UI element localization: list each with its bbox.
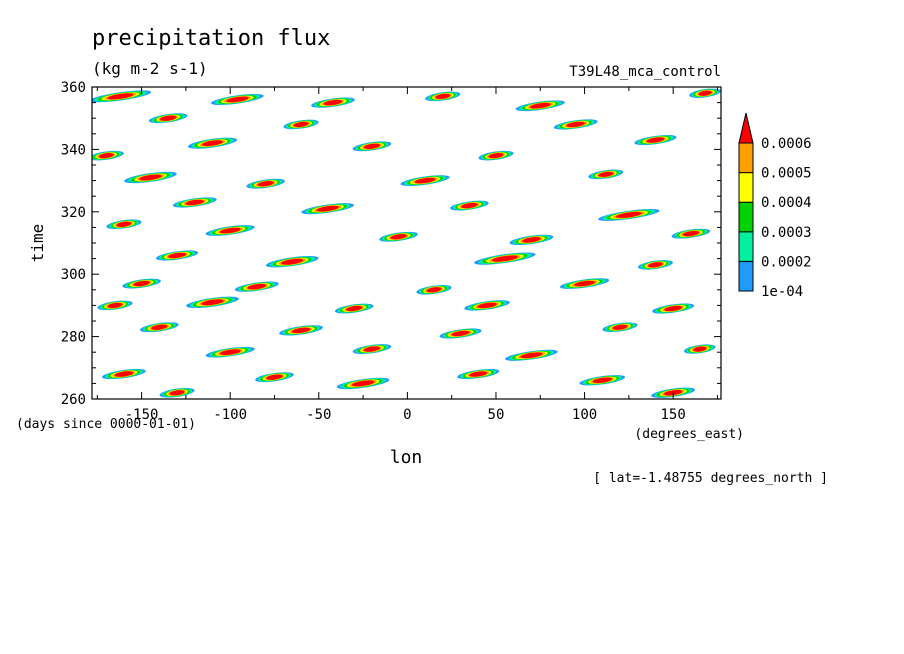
precip-band	[169, 390, 185, 396]
precip-band	[346, 305, 363, 312]
colorbar-swatch	[738, 231, 754, 262]
colorbar-label: 0.0004	[761, 195, 812, 211]
precip-band	[151, 324, 168, 330]
precip-band	[390, 234, 407, 240]
x-axis-units: (degrees_east)	[634, 427, 744, 442]
precip-band	[257, 181, 274, 187]
precip-band	[139, 174, 162, 181]
precip-band	[363, 346, 381, 352]
precip-band	[477, 302, 497, 309]
precip-band	[247, 283, 266, 290]
x-tick-label: 150	[661, 407, 686, 423]
colorbar-label: 0.0006	[761, 136, 812, 152]
colorbar-swatch	[738, 142, 754, 174]
x-axis-ticks: -150 -100 -50 0 50 100 150	[96, 87, 718, 423]
precip-band	[598, 171, 614, 177]
precip-band	[185, 199, 204, 206]
y-tick-label: 360	[61, 80, 86, 96]
precip-band	[469, 371, 488, 377]
precip-band	[648, 262, 663, 268]
precip-band	[435, 93, 451, 99]
precip-band	[491, 255, 518, 262]
precip-band	[698, 90, 712, 96]
y-tick-label: 300	[61, 267, 86, 283]
precip-band	[529, 102, 551, 109]
y-tick-label: 340	[61, 142, 86, 158]
plot-area	[92, 87, 721, 399]
precip-band	[664, 305, 683, 312]
x-tick-label: 50	[488, 407, 505, 423]
precip-band	[693, 346, 707, 352]
y-axis-units: (days since 0000-01-01)	[16, 417, 196, 432]
precip-band	[566, 121, 585, 128]
colorbar: 1e-04 0.0002 0.0003 0.0004 0.0005 0.0006	[738, 112, 812, 300]
precip-band	[116, 221, 132, 227]
precip-band	[219, 349, 241, 356]
colorbar-swatch	[738, 260, 754, 292]
y-axis-ticks: 260 280 300 320 340 360	[61, 80, 721, 408]
precip-band	[488, 153, 504, 159]
precip-band	[114, 371, 134, 377]
precip-band	[615, 211, 642, 218]
precip-band	[133, 280, 150, 287]
precip-band	[612, 324, 628, 330]
precip-band	[266, 374, 283, 380]
colorbar-label: 0.0002	[761, 254, 812, 270]
precip-band	[107, 302, 123, 309]
x-tick-label: 100	[572, 407, 597, 423]
colorbar-label: 1e-04	[761, 284, 803, 300]
precip-band	[291, 327, 311, 334]
x-axis-label: lon	[390, 447, 423, 468]
precip-band	[160, 115, 177, 121]
precip-band	[226, 96, 249, 103]
precip-band	[646, 137, 665, 143]
precip-band	[281, 258, 304, 265]
precip-band	[323, 99, 343, 106]
precip-band	[451, 330, 470, 337]
precip-band	[426, 287, 442, 293]
y-tick-label: 320	[61, 205, 86, 221]
precip-band	[352, 380, 375, 387]
y-axis-label: time	[28, 224, 47, 263]
x-tick-label: -100	[213, 407, 247, 423]
precipitation-field	[92, 88, 721, 398]
run-label: T39L48_mca_control	[569, 64, 721, 80]
precip-band	[293, 121, 309, 128]
precip-band	[522, 237, 541, 243]
precip-band	[414, 177, 436, 184]
chart-title: precipitation flux	[92, 26, 330, 51]
precip-band	[574, 280, 595, 287]
colorbar-label: 0.0005	[761, 166, 812, 182]
x-tick-label: -50	[306, 407, 331, 423]
latitude-footnote: [ lat=-1.48755 degrees_north ]	[593, 471, 828, 486]
x-tick-label: 0	[403, 407, 411, 423]
colorbar-extend-triangle	[738, 112, 754, 144]
precip-band	[363, 143, 381, 149]
precip-band	[682, 230, 699, 237]
precip-band	[520, 352, 543, 359]
colorbar-swatch	[738, 172, 754, 203]
precip-band	[461, 202, 478, 209]
precip-band	[107, 93, 134, 100]
precip-band	[202, 140, 223, 147]
colorbar-swatch	[738, 201, 754, 233]
chart-subtitle: (kg m-2 s-1)	[92, 59, 208, 78]
x-tick-label: -150	[125, 407, 159, 423]
colorbar-label: 0.0003	[761, 225, 812, 241]
y-tick-label: 260	[61, 392, 86, 408]
precip-band	[98, 153, 114, 159]
precip-band	[592, 377, 612, 384]
precip-band	[168, 252, 186, 259]
precip-band	[316, 205, 339, 212]
precip-band	[201, 299, 224, 306]
precip-band	[219, 227, 241, 234]
y-tick-label: 280	[61, 330, 86, 346]
